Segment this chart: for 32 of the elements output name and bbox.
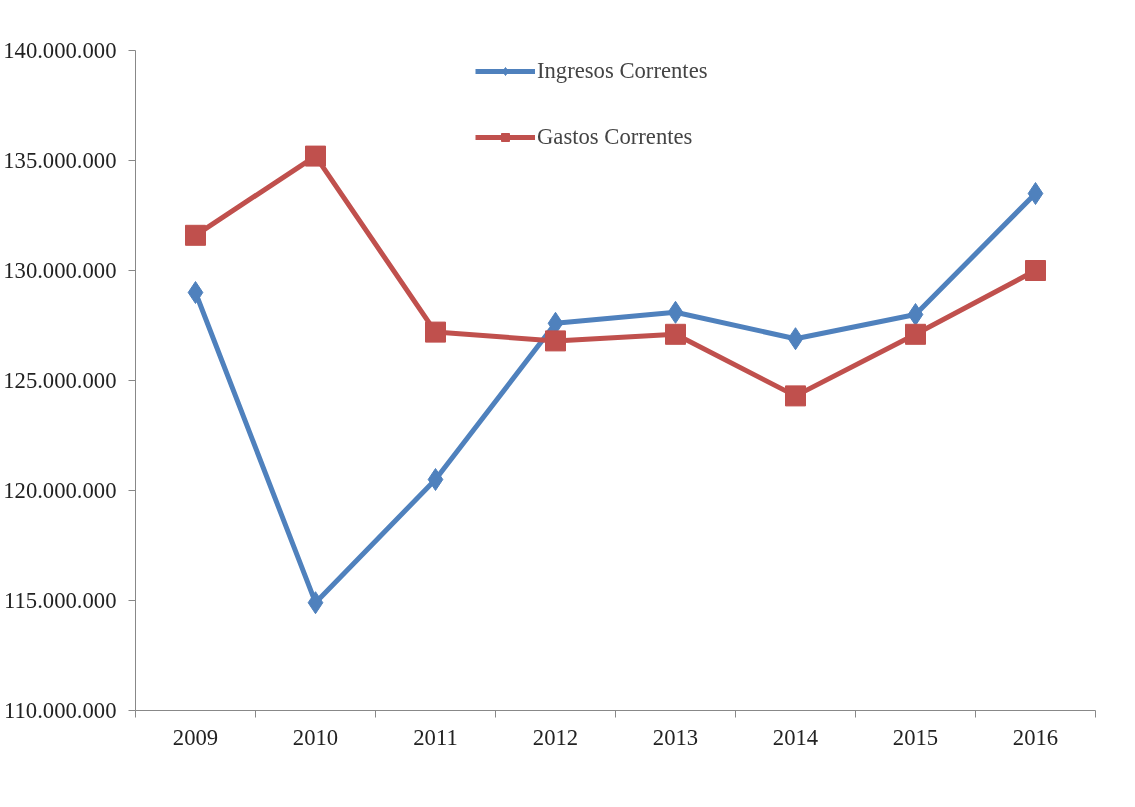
point — [785, 385, 806, 407]
x-tick-label: 2010 — [292, 724, 339, 750]
point — [907, 303, 924, 326]
legend-label: Ingresos Correntes — [537, 58, 708, 84]
x-tick-label: 2016 — [1012, 724, 1059, 750]
y-tick-label: 140.000.000 — [3, 38, 117, 63]
y-tick-label: 120.000.000 — [3, 478, 117, 503]
x-tick-label: 2013 — [652, 724, 699, 750]
y-tick-label: 135.000.000 — [3, 148, 117, 173]
x-tick-label: 2009 — [172, 724, 219, 750]
y-tick-label: 115.000.000 — [4, 588, 117, 613]
x-tick-label: 2011 — [413, 724, 458, 750]
y-tick-label: 125.000.000 — [3, 368, 117, 393]
point — [1027, 182, 1044, 205]
x-tick-label: 2012 — [532, 724, 579, 750]
point — [665, 323, 686, 345]
point — [667, 300, 684, 324]
point — [545, 330, 566, 352]
point — [1025, 260, 1046, 281]
point — [425, 321, 446, 343]
point — [905, 323, 926, 345]
point — [787, 327, 804, 351]
x-tick-label: 2015 — [892, 724, 939, 750]
legend-label: Gastos Correntes — [537, 124, 693, 150]
x-tick-label: 2014 — [772, 724, 819, 750]
y-tick-label: 110.000.000 — [4, 698, 117, 723]
point — [305, 145, 326, 167]
y-tick-label: 130.000.000 — [3, 258, 117, 283]
point — [185, 224, 206, 246]
point — [187, 281, 204, 304]
point — [307, 591, 324, 615]
point — [427, 468, 444, 491]
